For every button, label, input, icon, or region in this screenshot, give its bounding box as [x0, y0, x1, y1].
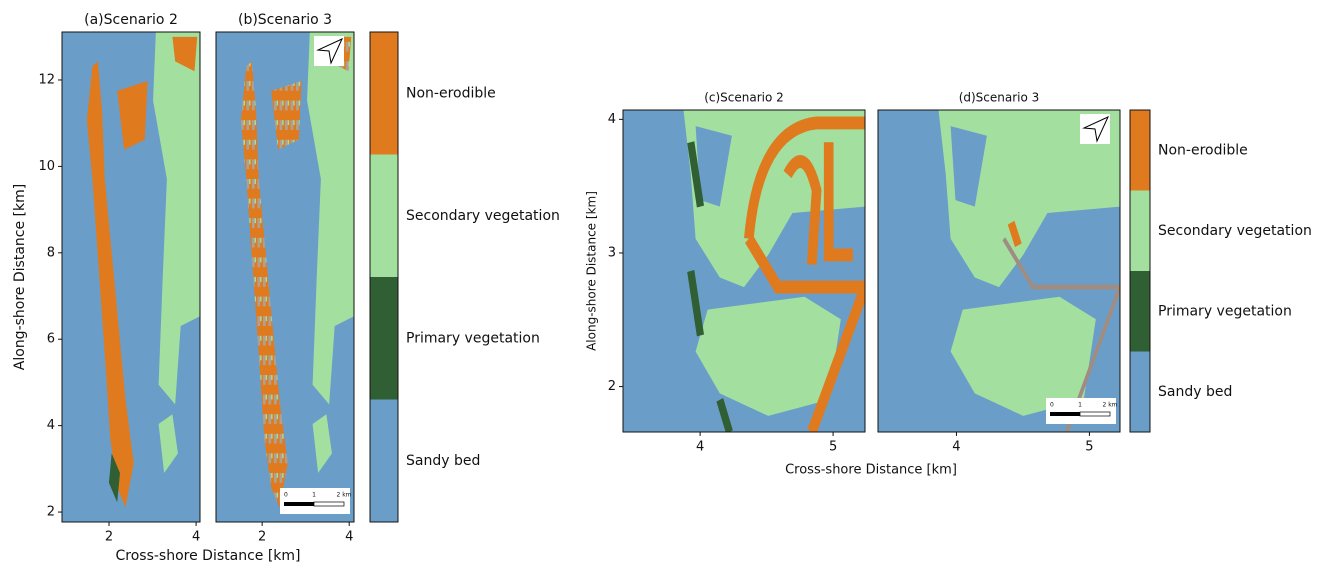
scale-bar-label: 0: [284, 492, 288, 499]
scale-bar-white: [314, 502, 344, 506]
legend-label: Primary vegetation: [1158, 303, 1292, 319]
scale-bar-label: 0: [1050, 402, 1054, 409]
y-tick-label: 10: [38, 159, 55, 174]
legend-label: Sandy bed: [1158, 384, 1232, 400]
x-tick-label: 2: [258, 530, 266, 545]
y-tick-label: 3: [608, 245, 616, 260]
scale-bar-white: [1080, 412, 1110, 416]
y-tick-label: 4: [47, 418, 55, 433]
y-tick-label: 12: [38, 72, 55, 87]
x-tick-label: 2: [105, 530, 113, 545]
scale-bar-black: [1050, 412, 1080, 416]
scale-bar-label: 1: [312, 492, 316, 499]
y-tick-label: 4: [608, 112, 616, 127]
scale-bar-label: 1: [1078, 402, 1082, 409]
legend-label: Primary vegetation: [406, 330, 540, 346]
scale-bar-label: 2 km: [336, 492, 351, 499]
y-tick-label: 8: [47, 245, 55, 260]
x-axis-label: Cross-shore Distance [km]: [785, 463, 957, 478]
figure: (a)Scenario 22424681012 (b)Scenario 3240…: [0, 0, 1337, 568]
legend-swatch: [1130, 271, 1150, 352]
panel-title: (a)Scenario 2: [84, 12, 178, 28]
legend-label: Non-erodible: [406, 85, 496, 101]
x-tick-label: 4: [696, 440, 704, 455]
legend-swatch: [1130, 110, 1150, 191]
x-tick-label: 4: [952, 440, 960, 455]
legend-swatch: [1130, 352, 1150, 433]
y-tick-label: 2: [608, 379, 616, 394]
legend-swatch: [370, 32, 398, 155]
x-tick-label: 4: [345, 530, 353, 545]
y-axis-label: Along-shore Distance [km]: [12, 184, 28, 370]
legend-swatch: [370, 155, 398, 278]
legend-swatch: [370, 400, 398, 523]
legend-label: Non-erodible: [1158, 142, 1248, 158]
y-tick-label: 2: [47, 505, 55, 520]
x-tick-label: 5: [1085, 440, 1093, 455]
scale-bar-label: 2 km: [1102, 402, 1117, 409]
y-axis-label: Along-shore Distance [km]: [585, 191, 599, 351]
scale-bar-black: [284, 502, 314, 506]
y-tick-label: 6: [47, 332, 55, 347]
x-tick-label: 5: [829, 440, 837, 455]
legend-label: Secondary vegetation: [1158, 223, 1312, 239]
x-axis-label: Cross-shore Distance [km]: [115, 548, 300, 564]
legend-swatch: [1130, 191, 1150, 272]
panel-title: (b)Scenario 3: [238, 12, 332, 28]
legend-label: Secondary vegetation: [406, 208, 560, 224]
x-tick-label: 4: [192, 530, 200, 545]
legend-swatch: [370, 277, 398, 400]
panel-title: (c)Scenario 2: [704, 91, 784, 105]
panel-title: (d)Scenario 3: [959, 91, 1040, 105]
legend-label: Sandy bed: [406, 453, 480, 469]
